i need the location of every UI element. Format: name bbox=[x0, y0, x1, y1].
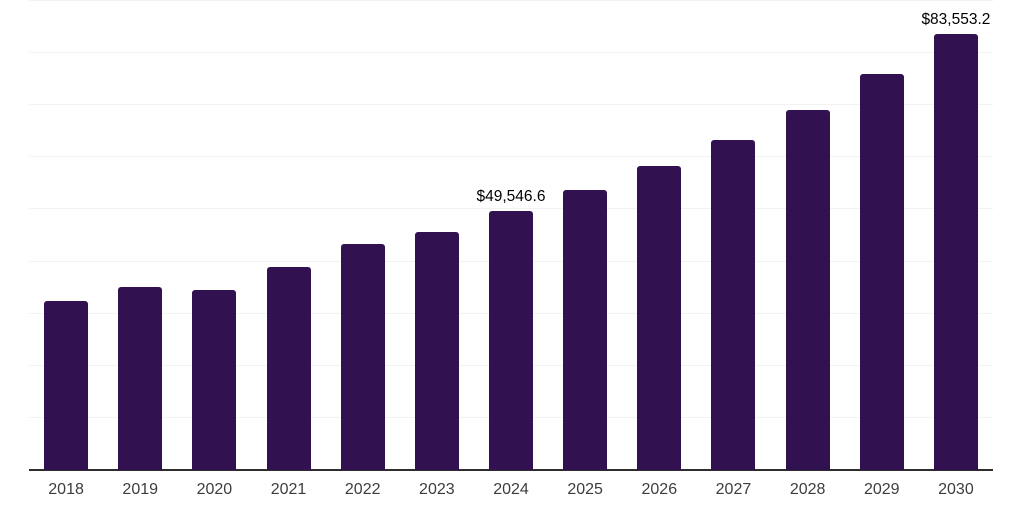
gridline bbox=[29, 103, 993, 105]
bar-2018 bbox=[44, 300, 89, 470]
x-tick-2029: 2029 bbox=[863, 481, 900, 498]
x-tick-2022: 2022 bbox=[344, 481, 381, 498]
bar-2026 bbox=[637, 166, 682, 470]
x-tick-2019: 2019 bbox=[122, 481, 159, 498]
bar-2021 bbox=[266, 266, 311, 470]
x-tick-2021: 2021 bbox=[270, 481, 307, 498]
gridline bbox=[29, 51, 993, 53]
gridline bbox=[29, 0, 993, 1]
x-tick-2023: 2023 bbox=[419, 481, 455, 498]
bar-2022 bbox=[340, 243, 385, 470]
gridline bbox=[29, 156, 993, 158]
data-label-2024: $49,546.6 bbox=[476, 188, 546, 206]
data-label-2030: $83,553.2 bbox=[921, 10, 991, 28]
bar-2027 bbox=[711, 139, 756, 470]
bar-2023 bbox=[414, 231, 459, 470]
plot-area: $49,546.6 $83,553.2 bbox=[29, 0, 993, 471]
bar-2028 bbox=[785, 110, 830, 470]
bar-2030 bbox=[933, 33, 978, 470]
x-tick-2028: 2028 bbox=[789, 481, 826, 498]
x-tick-2030: 2030 bbox=[938, 481, 974, 498]
bar-2019 bbox=[118, 287, 163, 470]
bar-2025 bbox=[563, 190, 608, 470]
x-axis-line bbox=[29, 469, 993, 471]
x-tick-2018: 2018 bbox=[48, 481, 84, 498]
x-tick-2025: 2025 bbox=[567, 481, 603, 498]
bar-2020 bbox=[192, 289, 237, 470]
x-tick-2024: 2024 bbox=[493, 481, 529, 498]
x-tick-2027: 2027 bbox=[715, 481, 752, 498]
gridline bbox=[29, 208, 993, 210]
x-tick-2020: 2020 bbox=[196, 481, 233, 498]
x-tick-2026: 2026 bbox=[641, 481, 678, 498]
bar-2029 bbox=[859, 74, 904, 470]
bar-2024 bbox=[489, 211, 533, 470]
